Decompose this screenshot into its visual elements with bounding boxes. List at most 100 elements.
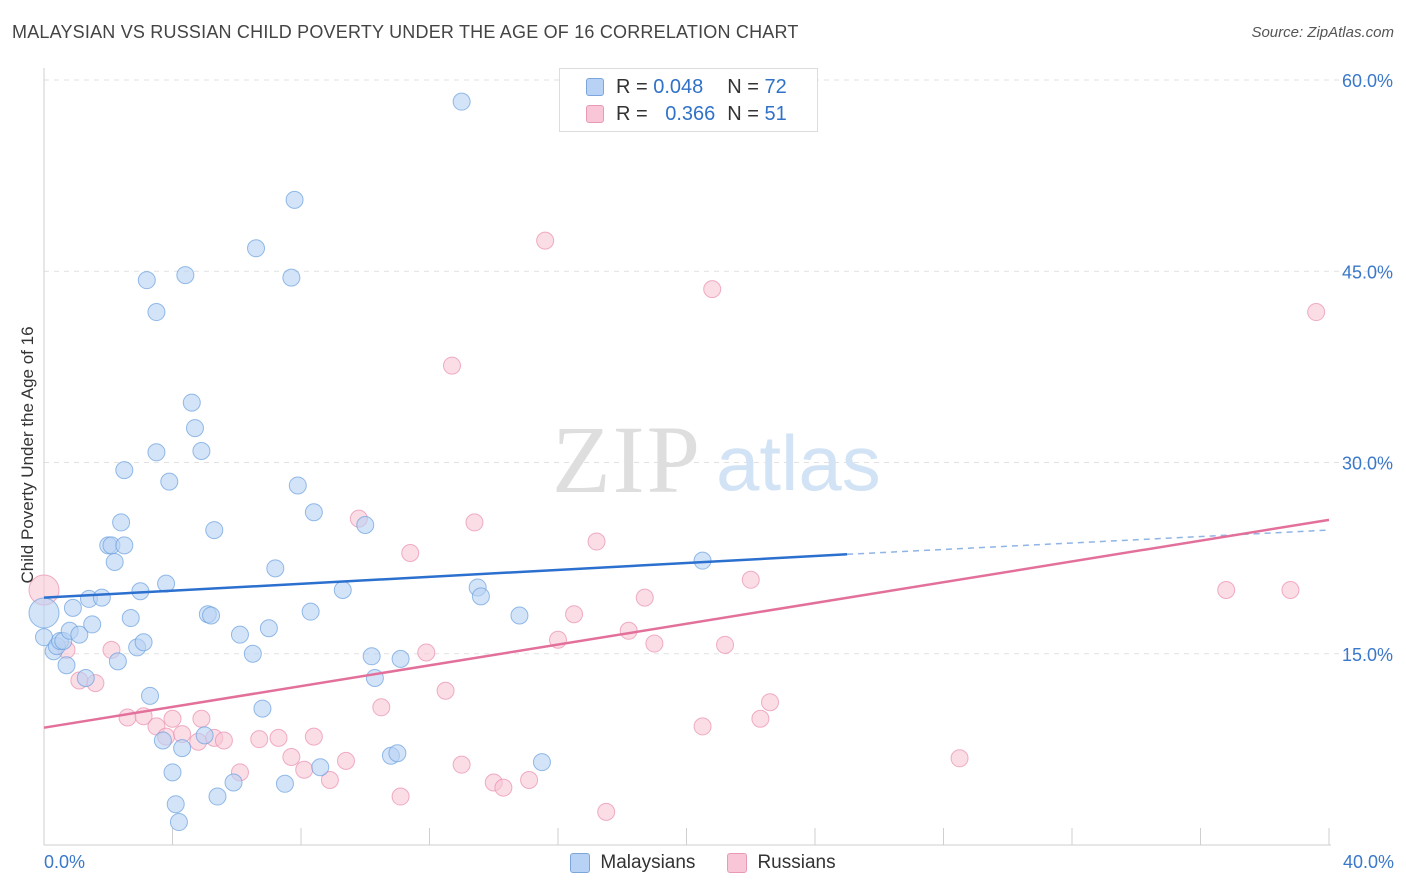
n-label: N = — [727, 75, 759, 98]
legend-item-russians[interactable]: Russians — [727, 852, 836, 874]
point-malaysian — [182, 393, 201, 412]
point-malaysian — [153, 731, 172, 750]
point-malaysian — [243, 644, 262, 663]
point-malaysian — [137, 271, 156, 290]
point-malaysian — [115, 461, 134, 480]
point-malaysian — [304, 503, 323, 522]
watermark: ZIP atlas — [552, 406, 881, 513]
point-malaysian — [333, 581, 352, 599]
point-russian — [587, 532, 606, 551]
point-malaysian — [288, 476, 307, 495]
point-malaysian — [205, 521, 224, 540]
legend-swatch-malaysians — [570, 853, 591, 873]
point-russian — [214, 731, 233, 750]
y-tick-label: 30.0% — [1342, 454, 1393, 474]
point-russian — [391, 787, 410, 806]
point-russian — [536, 231, 555, 250]
point-russian — [250, 730, 269, 749]
r-value: 0.366 — [665, 102, 716, 125]
n-value: 51 — [764, 102, 787, 125]
point-malaysian — [192, 442, 211, 461]
point-russian — [761, 693, 780, 712]
point-malaysian — [63, 598, 82, 617]
point-russian — [645, 634, 664, 653]
point-malaysian — [173, 739, 192, 758]
point-malaysian — [83, 615, 102, 634]
point-russian — [163, 709, 182, 728]
point-malaysian — [169, 813, 188, 832]
grid-layer: 15.0% 30.0% 45.0% 60.0% — [44, 71, 1393, 665]
y-tick-label: 45.0% — [1342, 262, 1393, 282]
stats-legend: R = 0.048 N = 72 R = 0.366 N = 51 — [559, 68, 818, 132]
point-russian — [1307, 303, 1326, 322]
point-malaysian — [76, 668, 95, 687]
r-label: R = — [616, 102, 648, 125]
point-russian — [452, 755, 471, 774]
y-tick-label: 60.0% — [1342, 71, 1393, 91]
series-legend: Malaysians Russians — [0, 852, 1406, 874]
point-malaysian — [160, 472, 179, 491]
point-russian — [635, 588, 654, 607]
point-malaysian — [510, 606, 529, 625]
point-malaysian — [311, 758, 330, 777]
legend-label-russians: Russians — [757, 852, 836, 873]
point-russian — [1281, 581, 1300, 599]
point-russian — [520, 770, 539, 789]
r-value: 0.048 — [653, 75, 704, 98]
point-russian — [703, 280, 722, 299]
point-russian — [436, 681, 455, 700]
point-malaysian — [259, 619, 278, 638]
legend-row-malaysians: R = 0.048 N = 72 — [586, 74, 787, 100]
x-axis-min-label: 0.0% — [44, 852, 86, 872]
point-russian — [693, 717, 712, 736]
point-russian — [751, 709, 770, 728]
point-malaysian — [301, 602, 320, 621]
point-malaysian — [121, 609, 140, 628]
point-malaysian — [532, 753, 551, 772]
point-malaysian — [471, 587, 490, 606]
trend-layer — [43, 518, 1330, 729]
point-russian — [465, 513, 484, 532]
point-russian — [304, 727, 323, 746]
point-russian — [192, 709, 211, 728]
point-russian — [565, 605, 584, 624]
point-malaysian — [141, 686, 160, 705]
point-malaysian — [230, 625, 249, 644]
point-russian — [269, 728, 288, 747]
legend-swatch-pink — [586, 105, 604, 123]
point-malaysian — [282, 268, 301, 287]
point-russian — [336, 751, 355, 770]
n-label: N = — [727, 102, 759, 125]
point-malaysian — [134, 633, 153, 652]
point-russian — [741, 570, 760, 589]
point-malaysian — [185, 419, 204, 438]
point-malaysian — [70, 625, 89, 644]
legend-item-malaysians[interactable]: Malaysians — [570, 852, 695, 874]
watermark-atlas: atlas — [716, 419, 881, 507]
point-malaysian — [285, 190, 304, 209]
point-malaysian — [166, 795, 185, 814]
point-malaysian — [253, 699, 272, 718]
point-malaysian — [208, 787, 227, 806]
n-value: 72 — [764, 75, 787, 98]
trend-line-russians — [43, 518, 1330, 729]
point-russian — [320, 770, 339, 789]
legend-row-russians: R = 0.366 N = 51 — [586, 101, 787, 127]
point-malaysian — [147, 443, 166, 462]
y-tick-label: 15.0% — [1342, 645, 1393, 665]
source-label: Source: ZipAtlas.com — [1251, 24, 1394, 41]
point-malaysian — [105, 552, 124, 571]
point-russian — [950, 749, 969, 768]
point-russian — [417, 643, 436, 662]
point-russian — [118, 708, 137, 727]
point-malaysian — [362, 647, 381, 666]
point-malaysian — [163, 763, 182, 782]
point-malaysian — [247, 239, 266, 258]
point-malaysian — [108, 652, 127, 671]
trend-line-malaysians — [43, 553, 848, 599]
legend-label-malaysians: Malaysians — [600, 852, 696, 873]
point-malaysian — [28, 597, 60, 629]
point-malaysian — [452, 92, 471, 111]
point-russian — [716, 635, 735, 654]
